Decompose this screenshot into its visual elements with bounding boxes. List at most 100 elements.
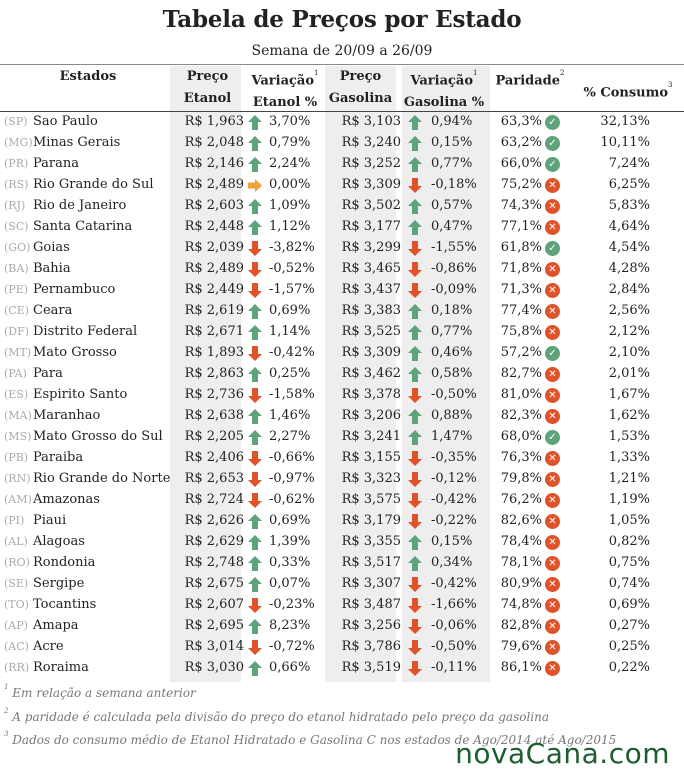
parity-value: 80,9%: [500, 576, 542, 591]
consumption-share: 32,13%: [600, 114, 650, 129]
arrow-up-icon: [408, 367, 422, 382]
state-name: Pernambuco: [33, 282, 116, 297]
state-name: Roraima: [33, 660, 89, 675]
state-name: Amazonas: [33, 492, 100, 507]
state-name: Amapa: [33, 618, 79, 633]
parity-value: 75,2%: [500, 177, 542, 192]
state-code: (TO): [4, 598, 29, 611]
arrow-down-icon: [408, 661, 422, 676]
arrow-up-icon: [408, 304, 422, 319]
state-code: (MS): [4, 430, 32, 443]
state-code: (BA): [4, 262, 29, 275]
state-name: Bahia: [33, 261, 71, 276]
footnote-text: Em relação a semana anterior: [12, 686, 196, 700]
gasoline-variation: -0,86%: [431, 261, 477, 276]
gasoline-variation: -1,66%: [431, 597, 477, 612]
parity-value: 74,8%: [500, 597, 542, 612]
ethanol-price: R$ 2,489: [184, 177, 244, 192]
parity-value: 82,6%: [500, 513, 542, 528]
arrow-down-icon: [408, 514, 422, 529]
consumption-share: 0,75%: [608, 555, 650, 570]
check-icon: ✓: [545, 157, 560, 172]
ethanol-price: R$ 1,963: [184, 114, 244, 129]
header-variacao-gasolina-line2: Gasolina %: [403, 95, 485, 111]
ethanol-price: R$ 2,629: [184, 534, 244, 549]
consumption-share: 0,74%: [608, 576, 650, 591]
ethanol-price: R$ 2,489: [184, 261, 244, 276]
arrow-down-icon: [408, 283, 422, 298]
consumption-share: 1,21%: [608, 471, 650, 486]
arrow-up-icon: [248, 577, 262, 592]
header-variacao-etanol-line1: Variação: [251, 73, 315, 89]
state-name: Tocantins: [33, 597, 97, 612]
gasoline-price: R$ 3,525: [341, 324, 401, 339]
consumption-share: 2,56%: [608, 303, 650, 318]
state-name: Goias: [33, 240, 70, 255]
parity-value: 77,1%: [500, 219, 542, 234]
gasoline-variation: -0,42%: [431, 576, 477, 591]
gasoline-variation: 0,77%: [431, 156, 473, 171]
consumption-share: 6,25%: [608, 177, 650, 192]
arrow-down-icon: [408, 241, 422, 256]
consumption-share: 5,83%: [608, 198, 650, 213]
ethanol-price: R$ 1,893: [184, 345, 244, 360]
cross-icon: ✕: [545, 535, 560, 550]
ethanol-price: R$ 2,748: [184, 555, 244, 570]
arrow-up-icon: [408, 115, 422, 130]
gasoline-variation: -0,06%: [431, 618, 477, 633]
gasoline-variation: -0,11%: [431, 660, 477, 675]
consumption-share: 1,19%: [608, 492, 650, 507]
parity-value: 82,7%: [500, 366, 542, 381]
ethanol-price: R$ 2,863: [184, 366, 244, 381]
footnote-2: 2 A paridade é calculada pela divisão do…: [4, 704, 616, 728]
gasoline-price: R$ 3,256: [341, 618, 401, 633]
table-row: (PA) Para R$ 2,863 0,25% R$ 3,462 0,58% 82,7% ✕…: [0, 364, 684, 385]
ethanol-price: R$ 2,039: [184, 240, 244, 255]
state-name: Para: [33, 366, 63, 381]
state-code: (SC): [4, 220, 29, 233]
state-name: Mato Grosso: [33, 345, 117, 360]
parity-value: 77,4%: [500, 303, 542, 318]
footnote-marker: 3: [668, 81, 673, 89]
consumption-share: 0,25%: [608, 639, 650, 654]
gasoline-variation: -0,42%: [431, 492, 477, 507]
parity-value: 66,0%: [500, 156, 542, 171]
ethanol-price: R$ 2,406: [184, 450, 244, 465]
gasoline-price: R$ 3,786: [341, 639, 401, 654]
state-code: (AP): [4, 619, 28, 632]
state-name: Rio de Janeiro: [33, 198, 127, 213]
gasoline-variation: -0,12%: [431, 471, 477, 486]
ethanol-variation: -0,97%: [269, 471, 315, 486]
state-name: Sao Paulo: [33, 114, 98, 129]
table-row: (PB) Paraiba R$ 2,406 -0,66% R$ 3,155 -0,35% 7…: [0, 448, 684, 469]
gasoline-price: R$ 3,206: [341, 408, 401, 423]
arrow-down-icon: [248, 640, 262, 655]
ethanol-variation: 0,66%: [269, 660, 311, 675]
arrow-down-icon: [408, 598, 422, 613]
state-name: Alagoas: [33, 534, 85, 549]
consumption-share: 10,11%: [600, 135, 650, 150]
gasoline-variation: 0,58%: [431, 366, 473, 381]
arrow-down-icon: [248, 472, 262, 487]
cross-icon: ✕: [545, 388, 560, 403]
parity-value: 81,0%: [500, 387, 542, 402]
parity-value: 79,8%: [500, 471, 542, 486]
arrow-up-icon: [248, 157, 262, 172]
arrow-down-icon: [248, 598, 262, 613]
parity-value: 71,3%: [500, 282, 542, 297]
ethanol-price: R$ 2,449: [184, 282, 244, 297]
cross-icon: ✕: [545, 640, 560, 655]
gasoline-price: R$ 3,240: [341, 135, 401, 150]
arrow-up-icon: [248, 514, 262, 529]
cross-icon: ✕: [545, 619, 560, 634]
state-code: (RS): [4, 178, 29, 191]
arrow-up-icon: [408, 325, 422, 340]
table-row: (SE) Sergipe R$ 2,675 0,07% R$ 3,307 -0,42% 80…: [0, 574, 684, 595]
table-row: (SP) Sao Paulo R$ 1,963 3,70% R$ 3,103 0,94% 6…: [0, 112, 684, 133]
state-name: Rio Grande do Sul: [33, 177, 154, 192]
gasoline-variation: 0,88%: [431, 408, 473, 423]
cross-icon: ✕: [545, 409, 560, 424]
arrow-up-icon: [248, 115, 262, 130]
gasoline-price: R$ 3,155: [341, 450, 401, 465]
gasoline-price: R$ 3,241: [341, 429, 401, 444]
